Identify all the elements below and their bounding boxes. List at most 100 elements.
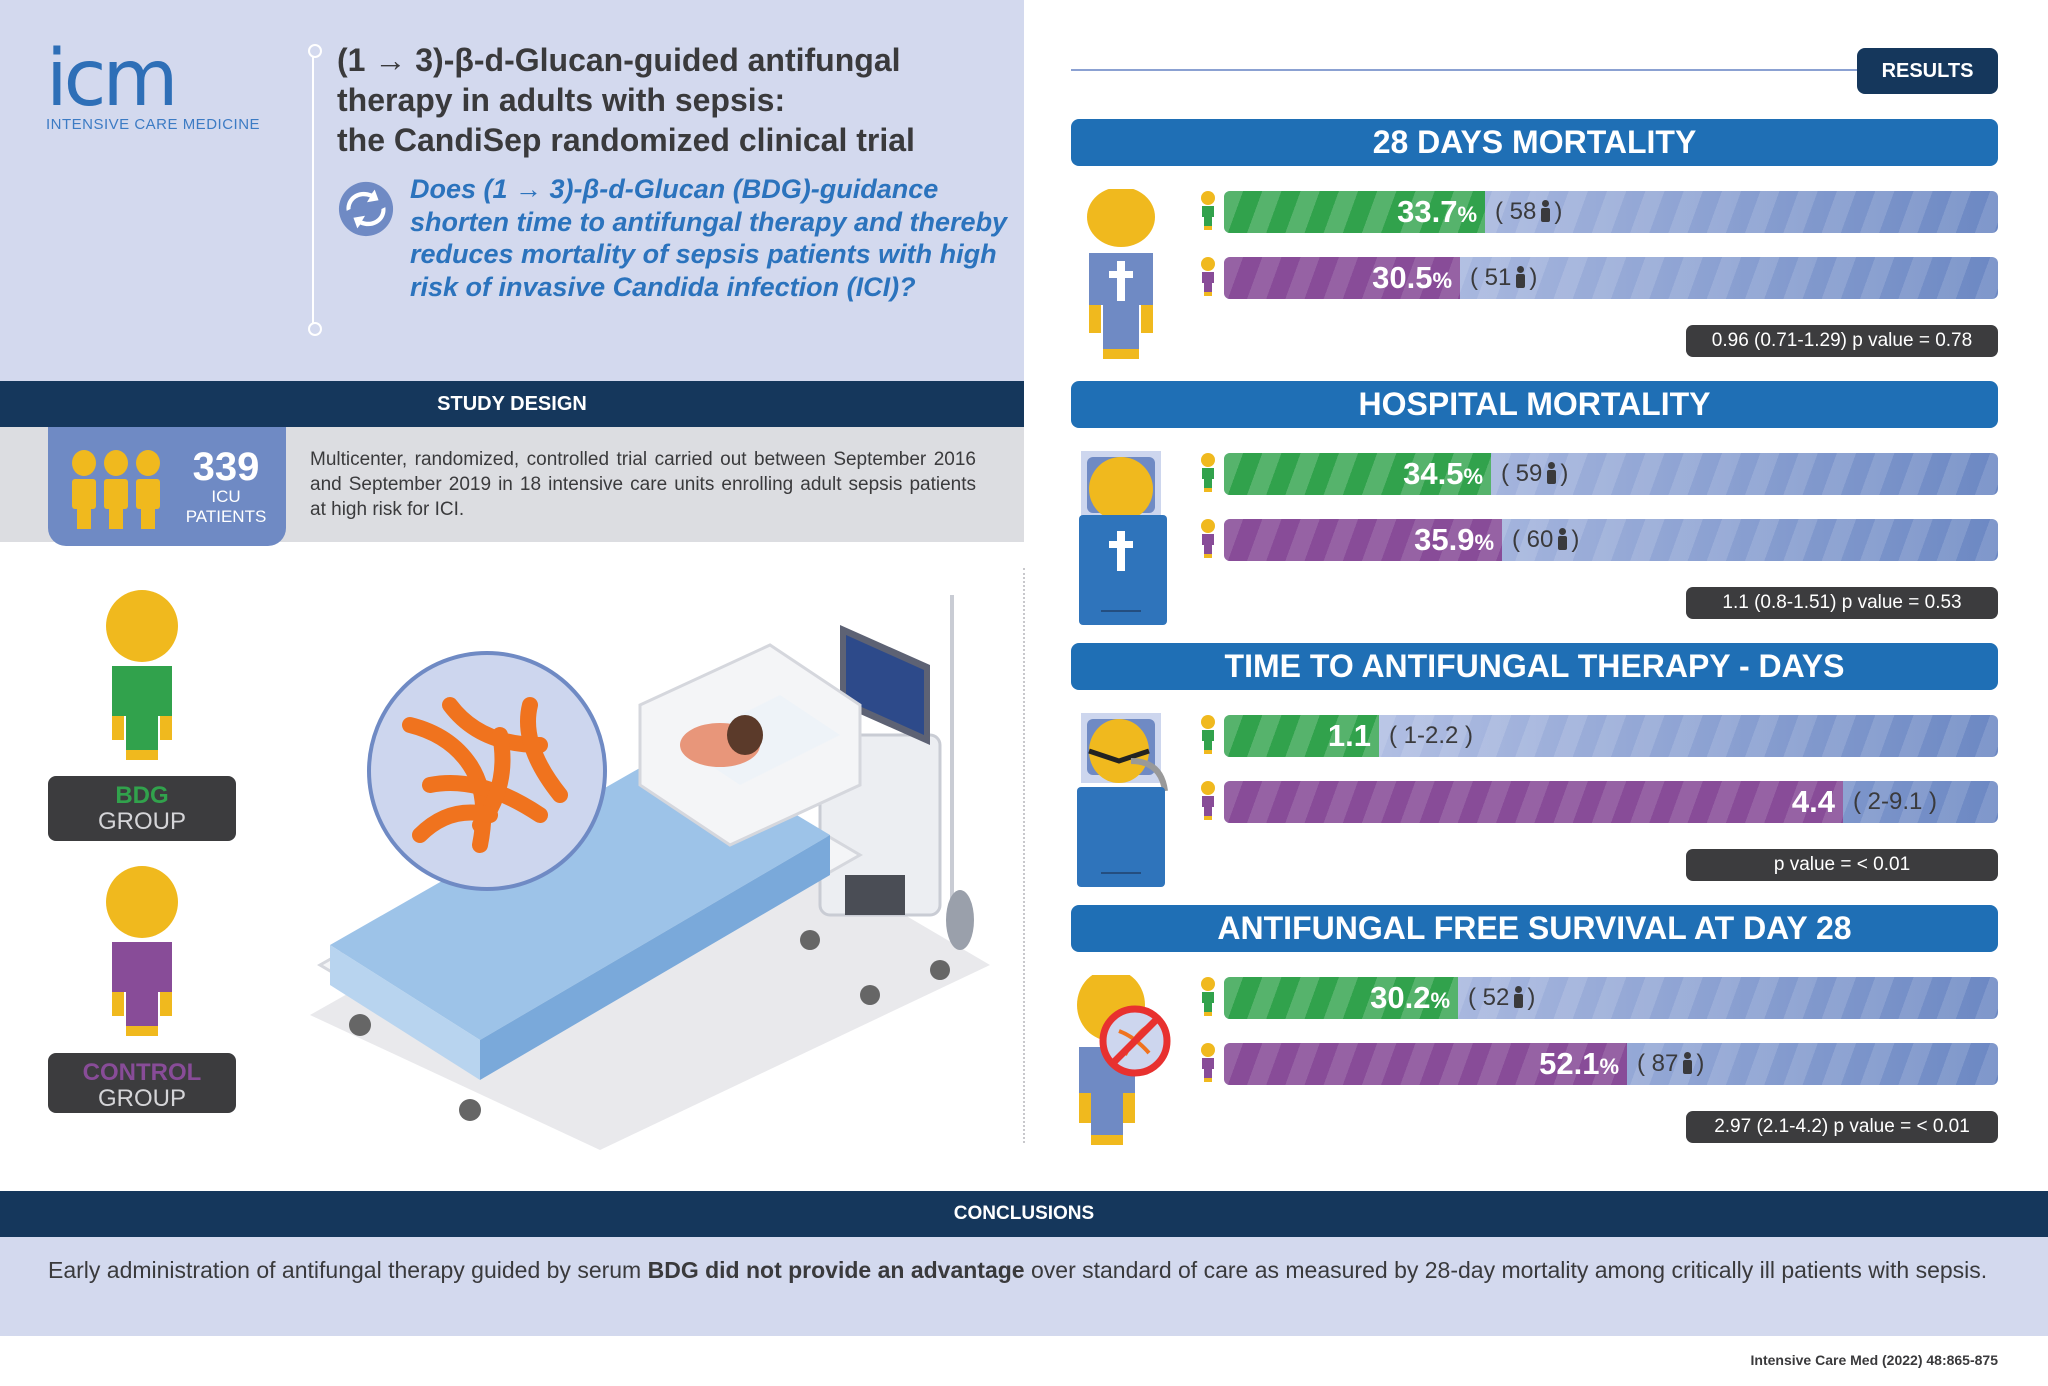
bdg-person-icon — [106, 590, 178, 760]
header-panel — [0, 0, 1024, 381]
result-section: HOSPITAL MORTALITY 34.5% ( 59) 35.9% ( 6… — [1071, 381, 1998, 631]
bar-fill — [1224, 977, 1458, 1019]
conclusion-part: Early administration of antifungal thera… — [48, 1257, 648, 1283]
control-group-label: CONTROL GROUP — [48, 1053, 236, 1113]
bdg-group-label: BDG GROUP — [48, 776, 236, 841]
value-number: 35.9 — [1414, 522, 1475, 557]
study-design-header: STUDY DESIGN — [0, 381, 1024, 427]
stat-pill: 0.96 (0.71-1.29) p value = 0.78 — [1686, 325, 1998, 357]
research-question: Does (1 → 3)-β-d-Glucan (BDG)-guidance s… — [410, 174, 1008, 302]
bar-extra: ( 1-2.2 ) — [1389, 715, 1473, 757]
bar-extra: ( 60) — [1512, 526, 1580, 553]
bar-extra: ( 2-9.1 ) — [1853, 781, 1937, 823]
patient-n: 59 — [1515, 460, 1543, 487]
patient-count-box: 339 ICU PATIENTS — [48, 427, 286, 546]
section-title: 28 DAYS MORTALITY — [1071, 119, 1998, 166]
ventilated-patient-icon — [1077, 713, 1168, 887]
person-icon — [1513, 986, 1524, 1008]
bar-value: 4.4 — [1792, 781, 1835, 823]
title-line: therapy in adults with sepsis: — [337, 82, 786, 118]
bar-value: 30.5% — [1372, 257, 1452, 299]
bdg-mini-person-icon — [1201, 453, 1215, 492]
value-unit: % — [1599, 1054, 1619, 1079]
control-bar: 4.4 ( 2-9.1 ) — [1224, 781, 1998, 823]
bdg-bar: 33.7% ( 58) — [1224, 191, 1998, 233]
bar-fill — [1224, 191, 1485, 233]
title-line: (1 → 3)-β-d-Glucan-guided antifungal — [337, 42, 901, 78]
person-icon — [1557, 528, 1568, 550]
group-word: GROUP — [97, 1085, 186, 1112]
bar-extra: ( 51) — [1470, 264, 1538, 291]
conclusions-text: Early administration of antifungal thera… — [48, 1255, 2000, 1286]
bdg-mini-person-icon — [1201, 715, 1215, 754]
group-name: BDG — [115, 782, 169, 809]
bar-fill — [1224, 715, 1379, 757]
hospital-deceased-icon — [1079, 451, 1167, 625]
value-unit: % — [1474, 530, 1494, 555]
control-bar: 52.1% ( 87) — [1224, 1043, 1998, 1085]
bdg-mini-person-icon — [1201, 977, 1215, 1016]
control-mini-person-icon — [1201, 781, 1215, 820]
value-unit: % — [1432, 268, 1452, 293]
control-mini-person-icon — [1201, 1043, 1215, 1082]
bar-fill — [1224, 1043, 1627, 1085]
result-section: ANTIFUNGAL FREE SURVIVAL AT DAY 28 30.2%… — [1071, 905, 1998, 1155]
value-unit: % — [1457, 202, 1477, 227]
conclusions-header: CONCLUSIONS — [0, 1191, 2048, 1237]
value-number: 34.5 — [1403, 456, 1464, 491]
count-label-icu: ICU — [211, 487, 241, 506]
value-unit: % — [1463, 464, 1483, 489]
control-bar: 35.9% ( 60) — [1224, 519, 1998, 561]
bar-value: 33.7% — [1397, 191, 1477, 233]
conclusions-band — [0, 1237, 2048, 1336]
patient-n: 52 — [1482, 984, 1510, 1011]
conclusion-emphasis: BDG did not provide an advantage — [647, 1257, 1025, 1283]
stat-pill: 1.1 (0.8-1.51) p value = 0.53 — [1686, 587, 1998, 619]
patient-n: 51 — [1484, 264, 1512, 291]
study-description: Multicenter, randomized, controlled tria… — [310, 449, 976, 520]
no-fungus-patient-icon — [1077, 975, 1171, 1145]
panel-divider — [1023, 568, 1025, 1143]
value-unit: % — [1430, 988, 1450, 1013]
bar-fill — [1224, 453, 1491, 495]
bdg-mini-person-icon — [1201, 191, 1215, 230]
value-range: ( 2-9.1 ) — [1853, 788, 1938, 815]
deceased-patient-icon — [1087, 189, 1155, 359]
page-title: (1 → 3)-β-d-Glucan-guided antifungal the… — [337, 40, 1017, 160]
divider — [308, 44, 322, 336]
section-title: ANTIFUNGAL FREE SURVIVAL AT DAY 28 — [1071, 905, 1998, 952]
patient-count-label: ICU PATIENTS — [166, 487, 286, 527]
person-icon — [1540, 200, 1551, 222]
person-icon — [1515, 266, 1526, 288]
question-icon — [338, 181, 394, 237]
patient-n: 87 — [1651, 1050, 1679, 1077]
control-mini-person-icon — [1201, 519, 1215, 558]
value-number: 52.1 — [1539, 1046, 1600, 1081]
group-word: GROUP — [97, 808, 186, 835]
bar-value: 52.1% — [1539, 1043, 1619, 1085]
group-name: CONTROL — [82, 1059, 202, 1086]
citation: Intensive Care Med (2022) 48:865-875 — [1750, 1352, 1998, 1368]
bdg-bar: 34.5% ( 59) — [1224, 453, 1998, 495]
bar-value: 1.1 — [1328, 715, 1371, 757]
person-icon — [1546, 462, 1557, 484]
icm-logo: icm INTENSIVE CARE MEDICINE — [46, 40, 296, 133]
section-title: HOSPITAL MORTALITY — [1071, 381, 1998, 428]
count-label-patients: PATIENTS — [185, 507, 267, 526]
conclusion-part: over standard of care as measured by 28-… — [1024, 1257, 1988, 1283]
bed-icon — [317, 643, 863, 1121]
value-number: 1.1 — [1327, 718, 1371, 753]
result-section: 28 DAYS MORTALITY 33.7% ( 58) 30.5% ( 51… — [1071, 119, 1998, 369]
control-bar: 30.5% ( 51) — [1224, 257, 1998, 299]
bdg-bar: 1.1 ( 1-2.2 ) — [1224, 715, 1998, 757]
value-number: 30.2 — [1370, 980, 1431, 1015]
bar-value: 30.2% — [1370, 977, 1450, 1019]
control-person-icon — [106, 866, 178, 1036]
logo-subtitle: INTENSIVE CARE MEDICINE — [46, 116, 261, 133]
value-range: ( 1-2.2 ) — [1389, 722, 1474, 749]
bar-fill — [1224, 781, 1843, 823]
ventilator-icon — [800, 595, 974, 1005]
results-rule — [1071, 69, 1861, 71]
fungus-magnified-icon — [367, 651, 607, 891]
patients-icon — [72, 450, 160, 529]
